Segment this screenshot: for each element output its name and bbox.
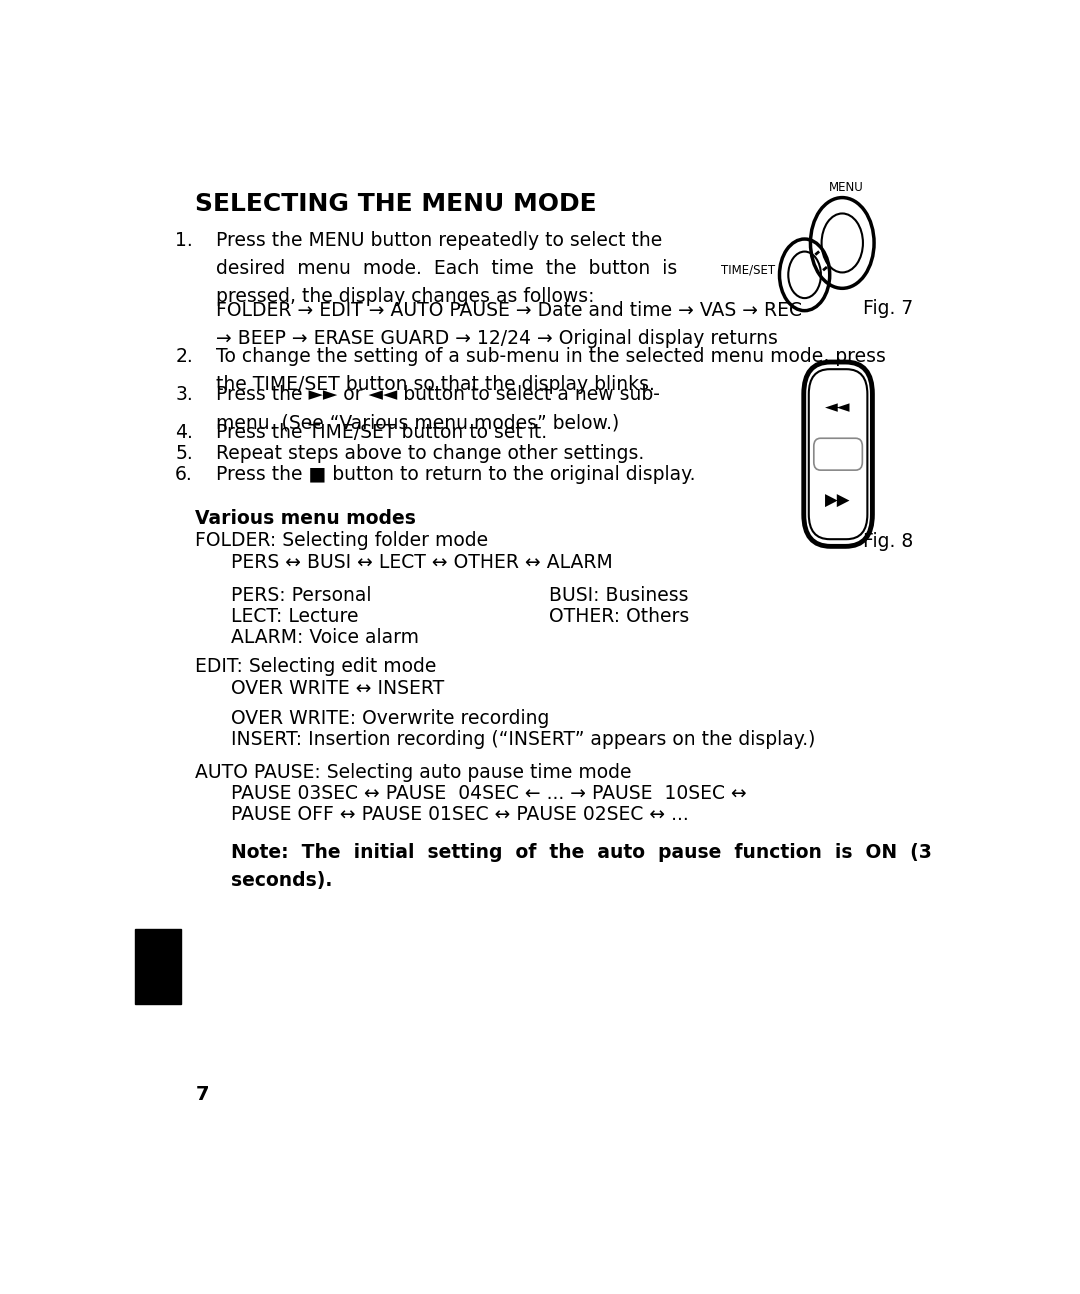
Text: 1.: 1. — [175, 232, 193, 250]
Text: ▶▶: ▶▶ — [825, 492, 851, 510]
Text: Repeat steps above to change other settings.: Repeat steps above to change other setti… — [216, 444, 645, 463]
Text: MENU: MENU — [829, 181, 864, 194]
Text: INSERT: Insertion recording (“INSERT” appears on the display.): INSERT: Insertion recording (“INSERT” ap… — [231, 730, 815, 749]
Text: PAUSE OFF ↔ PAUSE 01SEC ↔ PAUSE 02SEC ↔ ...: PAUSE OFF ↔ PAUSE 01SEC ↔ PAUSE 02SEC ↔ … — [231, 805, 689, 824]
FancyBboxPatch shape — [809, 369, 867, 540]
Text: Various menu modes: Various menu modes — [195, 509, 416, 528]
Text: ◄◄: ◄◄ — [825, 399, 851, 417]
Text: ALARM: Voice alarm: ALARM: Voice alarm — [231, 628, 419, 647]
FancyBboxPatch shape — [814, 439, 862, 470]
Text: Press the MENU button repeatedly to select the
desired  menu  mode.  Each  time : Press the MENU button repeatedly to sele… — [216, 232, 677, 305]
Text: FOLDER: Selecting folder mode: FOLDER: Selecting folder mode — [195, 531, 488, 550]
Text: OVER WRITE ↔ INSERT: OVER WRITE ↔ INSERT — [231, 679, 445, 699]
Text: EDIT: Selecting edit mode: EDIT: Selecting edit mode — [195, 657, 436, 677]
Text: PERS ↔ BUSI ↔ LECT ↔ OTHER ↔ ALARM: PERS ↔ BUSI ↔ LECT ↔ OTHER ↔ ALARM — [231, 553, 613, 572]
Text: 3.: 3. — [175, 386, 193, 405]
Bar — [135, 929, 181, 1004]
Text: LECT: Lecture: LECT: Lecture — [231, 607, 359, 625]
Text: 4.: 4. — [175, 423, 193, 443]
Text: To change the setting of a sub-menu in the selected menu mode, press
the TIME/SE: To change the setting of a sub-menu in t… — [216, 347, 886, 393]
Text: AUTO PAUSE: Selecting auto pause time mode: AUTO PAUSE: Selecting auto pause time mo… — [195, 763, 632, 782]
Text: Fig. 7: Fig. 7 — [863, 299, 914, 318]
Text: SELECTING THE MENU MODE: SELECTING THE MENU MODE — [195, 192, 597, 216]
Text: BUSI: Business: BUSI: Business — [550, 586, 689, 604]
Text: Press the ►► or ◄◄ button to select a new sub-
menu. (See “Various menu modes” b: Press the ►► or ◄◄ button to select a ne… — [216, 386, 660, 432]
Text: 5.: 5. — [175, 444, 193, 463]
Text: PAUSE 03SEC ↔ PAUSE  04SEC ← ... → PAUSE  10SEC ↔: PAUSE 03SEC ↔ PAUSE 04SEC ← ... → PAUSE … — [231, 784, 747, 804]
FancyBboxPatch shape — [804, 362, 873, 546]
Text: PERS: Personal: PERS: Personal — [231, 586, 372, 604]
Text: 2.: 2. — [175, 347, 193, 366]
Text: FOLDER → EDIT → AUTO PAUSE → Date and time → VAS → REC
→ BEEP → ERASE GUARD → 12: FOLDER → EDIT → AUTO PAUSE → Date and ti… — [216, 300, 802, 348]
Text: OVER WRITE: Overwrite recording: OVER WRITE: Overwrite recording — [231, 709, 550, 729]
Text: Press the ■ button to return to the original display.: Press the ■ button to return to the orig… — [216, 465, 696, 484]
Text: 7: 7 — [195, 1084, 208, 1104]
Text: Fig. 8: Fig. 8 — [863, 532, 914, 551]
Text: TIME/SET: TIME/SET — [721, 264, 775, 277]
Text: 6.: 6. — [175, 465, 193, 484]
Text: Note:  The  initial  setting  of  the  auto  pause  function  is  ON  (3
seconds: Note: The initial setting of the auto pa… — [231, 842, 932, 890]
Text: Press the TIME/SET button to set it.: Press the TIME/SET button to set it. — [216, 423, 548, 443]
Text: OTHER: Others: OTHER: Others — [550, 607, 689, 625]
